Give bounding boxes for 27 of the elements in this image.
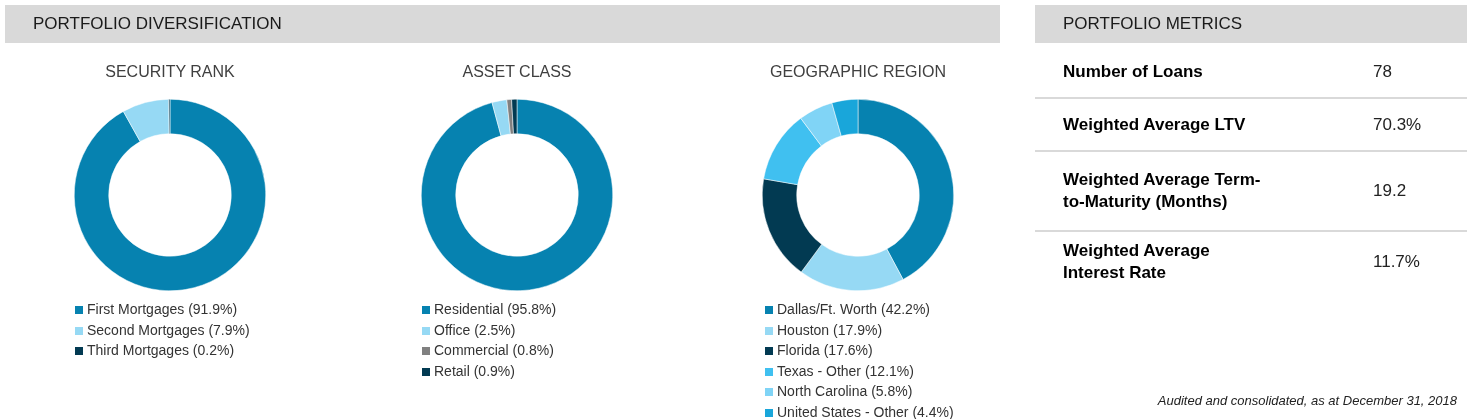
category-label: Weighted Average LTV <box>1063 114 1247 136</box>
text: 19.2 <box>1373 181 1407 200</box>
chart-title: ASSET CLASS <box>461 63 573 81</box>
text: Audited and consolidated, as at December 31, 2018 <box>1157 393 1457 408</box>
legend-label: Residential (95.8%) <box>433 300 557 319</box>
chart-title: SECURITY RANK <box>104 63 236 81</box>
text: 70.3% <box>1373 115 1422 134</box>
text: 11.7% <box>1373 252 1420 271</box>
legend-label: Retail (0.9%) <box>433 361 516 381</box>
text: PORTFOLIO METRICS <box>1035 5 1467 43</box>
legend-label: Commercial (0.8%) <box>433 341 555 360</box>
text: 78 <box>1373 62 1392 81</box>
chart-title: GEOGRAPHIC REGION <box>769 63 947 81</box>
legend-label: United States - Other (4.4%) <box>776 402 954 419</box>
category-label: Number of Loans <box>1063 61 1204 83</box>
legend-label: Houston (17.9%) <box>776 320 884 340</box>
legend-label: Texas - Other (12.1%) <box>776 361 915 381</box>
legend-label: Office (2.5%) <box>433 320 517 340</box>
legend-label: Third Mortgages (0.2%) <box>86 341 236 360</box>
legend-label: North Carolina (5.8%) <box>776 382 914 401</box>
legend-label: Second Mortgages (7.9%) <box>86 320 250 340</box>
text: PORTFOLIO DIVERSIFICATION <box>5 5 1000 43</box>
legend-label: First Mortgages (91.9%) <box>86 300 239 319</box>
category-label: Weighted Average Interest Rate <box>1063 240 1211 284</box>
legend-label: Florida (17.6%) <box>776 341 874 360</box>
category-label: Weighted Average Term-to-Maturity (Months) <box>1063 169 1262 213</box>
legend-label: Dallas/Ft. Worth (42.2%) <box>776 300 931 319</box>
